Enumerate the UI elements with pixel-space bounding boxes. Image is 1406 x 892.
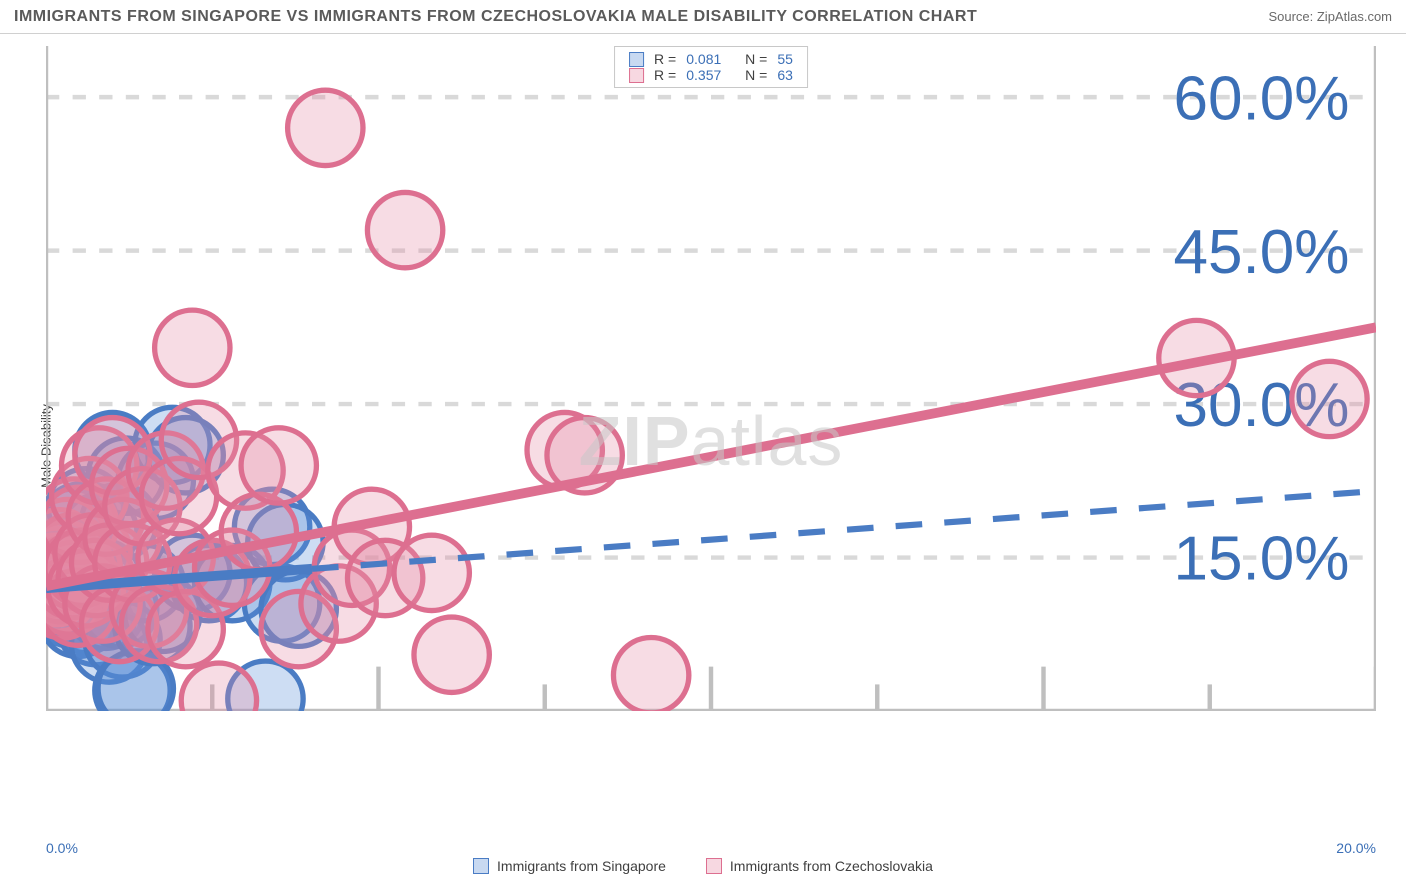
swatch-czech <box>706 858 722 874</box>
stat-n-label: N = <box>745 51 767 67</box>
scatter-plot: 15.0%30.0%45.0%60.0% <box>46 46 1376 711</box>
stat-n-label: N = <box>745 67 767 83</box>
swatch-czech <box>629 68 644 83</box>
legend-item-czech: Immigrants from Czechoslovakia <box>706 858 933 874</box>
svg-text:60.0%: 60.0% <box>1173 64 1349 133</box>
source-label: Source: ZipAtlas.com <box>1268 9 1392 24</box>
stats-row-czech: R = 0.357 N = 63 <box>629 67 793 83</box>
stats-legend-box: R = 0.081 N = 55 R = 0.357 N = 63 <box>614 46 808 88</box>
stat-n-value-singapore: 55 <box>777 51 793 67</box>
svg-text:45.0%: 45.0% <box>1173 218 1349 287</box>
bottom-legend: Immigrants from Singapore Immigrants fro… <box>0 858 1406 874</box>
x-tick-label: 20.0% <box>1336 840 1376 856</box>
legend-label: Immigrants from Czechoslovakia <box>730 858 933 874</box>
x-tick-label: 0.0% <box>46 840 78 856</box>
swatch-singapore <box>629 52 644 67</box>
swatch-singapore <box>473 858 489 874</box>
stat-r-label: R = <box>654 51 676 67</box>
legend-item-singapore: Immigrants from Singapore <box>473 858 666 874</box>
stat-r-value-czech: 0.357 <box>686 67 721 83</box>
svg-text:15.0%: 15.0% <box>1173 525 1349 594</box>
chart-area: 15.0%30.0%45.0%60.0% R = 0.081 N = 55 R … <box>46 46 1376 836</box>
chart-title: IMMIGRANTS FROM SINGAPORE VS IMMIGRANTS … <box>14 8 977 26</box>
legend-label: Immigrants from Singapore <box>497 858 666 874</box>
stats-row-singapore: R = 0.081 N = 55 <box>629 51 793 67</box>
header-bar: IMMIGRANTS FROM SINGAPORE VS IMMIGRANTS … <box>0 0 1406 34</box>
stat-r-label: R = <box>654 67 676 83</box>
stat-r-value-singapore: 0.081 <box>686 51 721 67</box>
stat-n-value-czech: 63 <box>777 67 793 83</box>
